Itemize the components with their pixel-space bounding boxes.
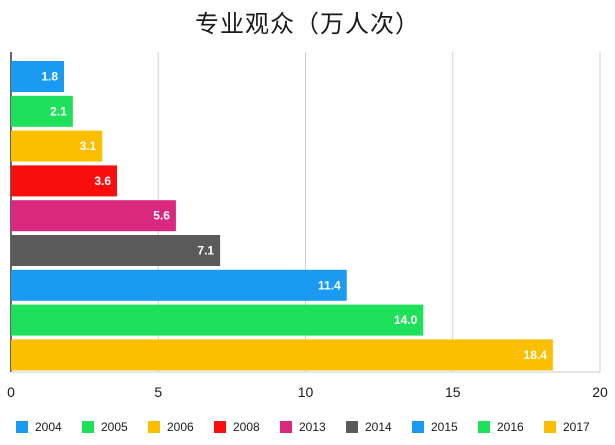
bar <box>11 130 103 162</box>
bar <box>11 235 221 266</box>
legend-label: 2006 <box>167 420 194 434</box>
bar-value-label: 11.4 <box>318 278 341 292</box>
legend-swatch <box>16 421 28 433</box>
bar-value-label: 18.4 <box>524 348 548 362</box>
bar <box>11 165 118 197</box>
x-tick-label: 15 <box>445 384 461 400</box>
x-axis-ticks: 0 5 10 15 20 <box>7 384 608 400</box>
legend-label: 2008 <box>233 420 260 434</box>
chart-title: 专业观众（万人次） <box>195 10 420 38</box>
bar-value-label: 3.6 <box>94 174 111 188</box>
bar <box>11 200 176 232</box>
bar-value-label: 2.1 <box>50 104 67 118</box>
legend-label: 2013 <box>299 420 326 434</box>
legend-label: 2017 <box>563 420 590 434</box>
legend-label: 2004 <box>35 420 62 434</box>
legend-swatch <box>544 421 556 433</box>
bar-value-label: 5.6 <box>153 209 170 223</box>
x-tick-label: 10 <box>298 384 314 400</box>
legend-swatch <box>280 421 292 433</box>
x-tick-label: 5 <box>154 384 162 400</box>
bar <box>11 95 73 127</box>
bar <box>11 304 424 336</box>
x-tick-label: 20 <box>592 384 608 400</box>
bar <box>11 269 347 301</box>
legend-swatch <box>148 421 160 433</box>
legend-label: 2014 <box>365 420 392 434</box>
legend-label: 2005 <box>101 420 128 434</box>
bar <box>11 61 65 92</box>
legend-label: 2015 <box>431 420 458 434</box>
bar-value-label: 14.0 <box>394 313 418 327</box>
x-tick-label: 0 <box>7 384 15 400</box>
legend-swatch <box>412 421 424 433</box>
bars: 1.8 2.1 3.1 3.6 5.6 7.1 11.4 14.0 18.4 <box>11 61 553 371</box>
legend-swatch <box>346 421 358 433</box>
bar-value-label: 7.1 <box>197 244 214 258</box>
legend-label: 2016 <box>497 420 524 434</box>
legend-swatch <box>214 421 226 433</box>
legend-swatch <box>478 421 490 433</box>
bar <box>11 339 553 371</box>
bar-value-label: 3.1 <box>80 139 97 153</box>
bar-value-label: 1.8 <box>41 70 58 84</box>
legend-swatch <box>82 421 94 433</box>
legend: 2004 2005 2006 2008 2013 2014 2015 2016 2017 <box>16 420 590 434</box>
